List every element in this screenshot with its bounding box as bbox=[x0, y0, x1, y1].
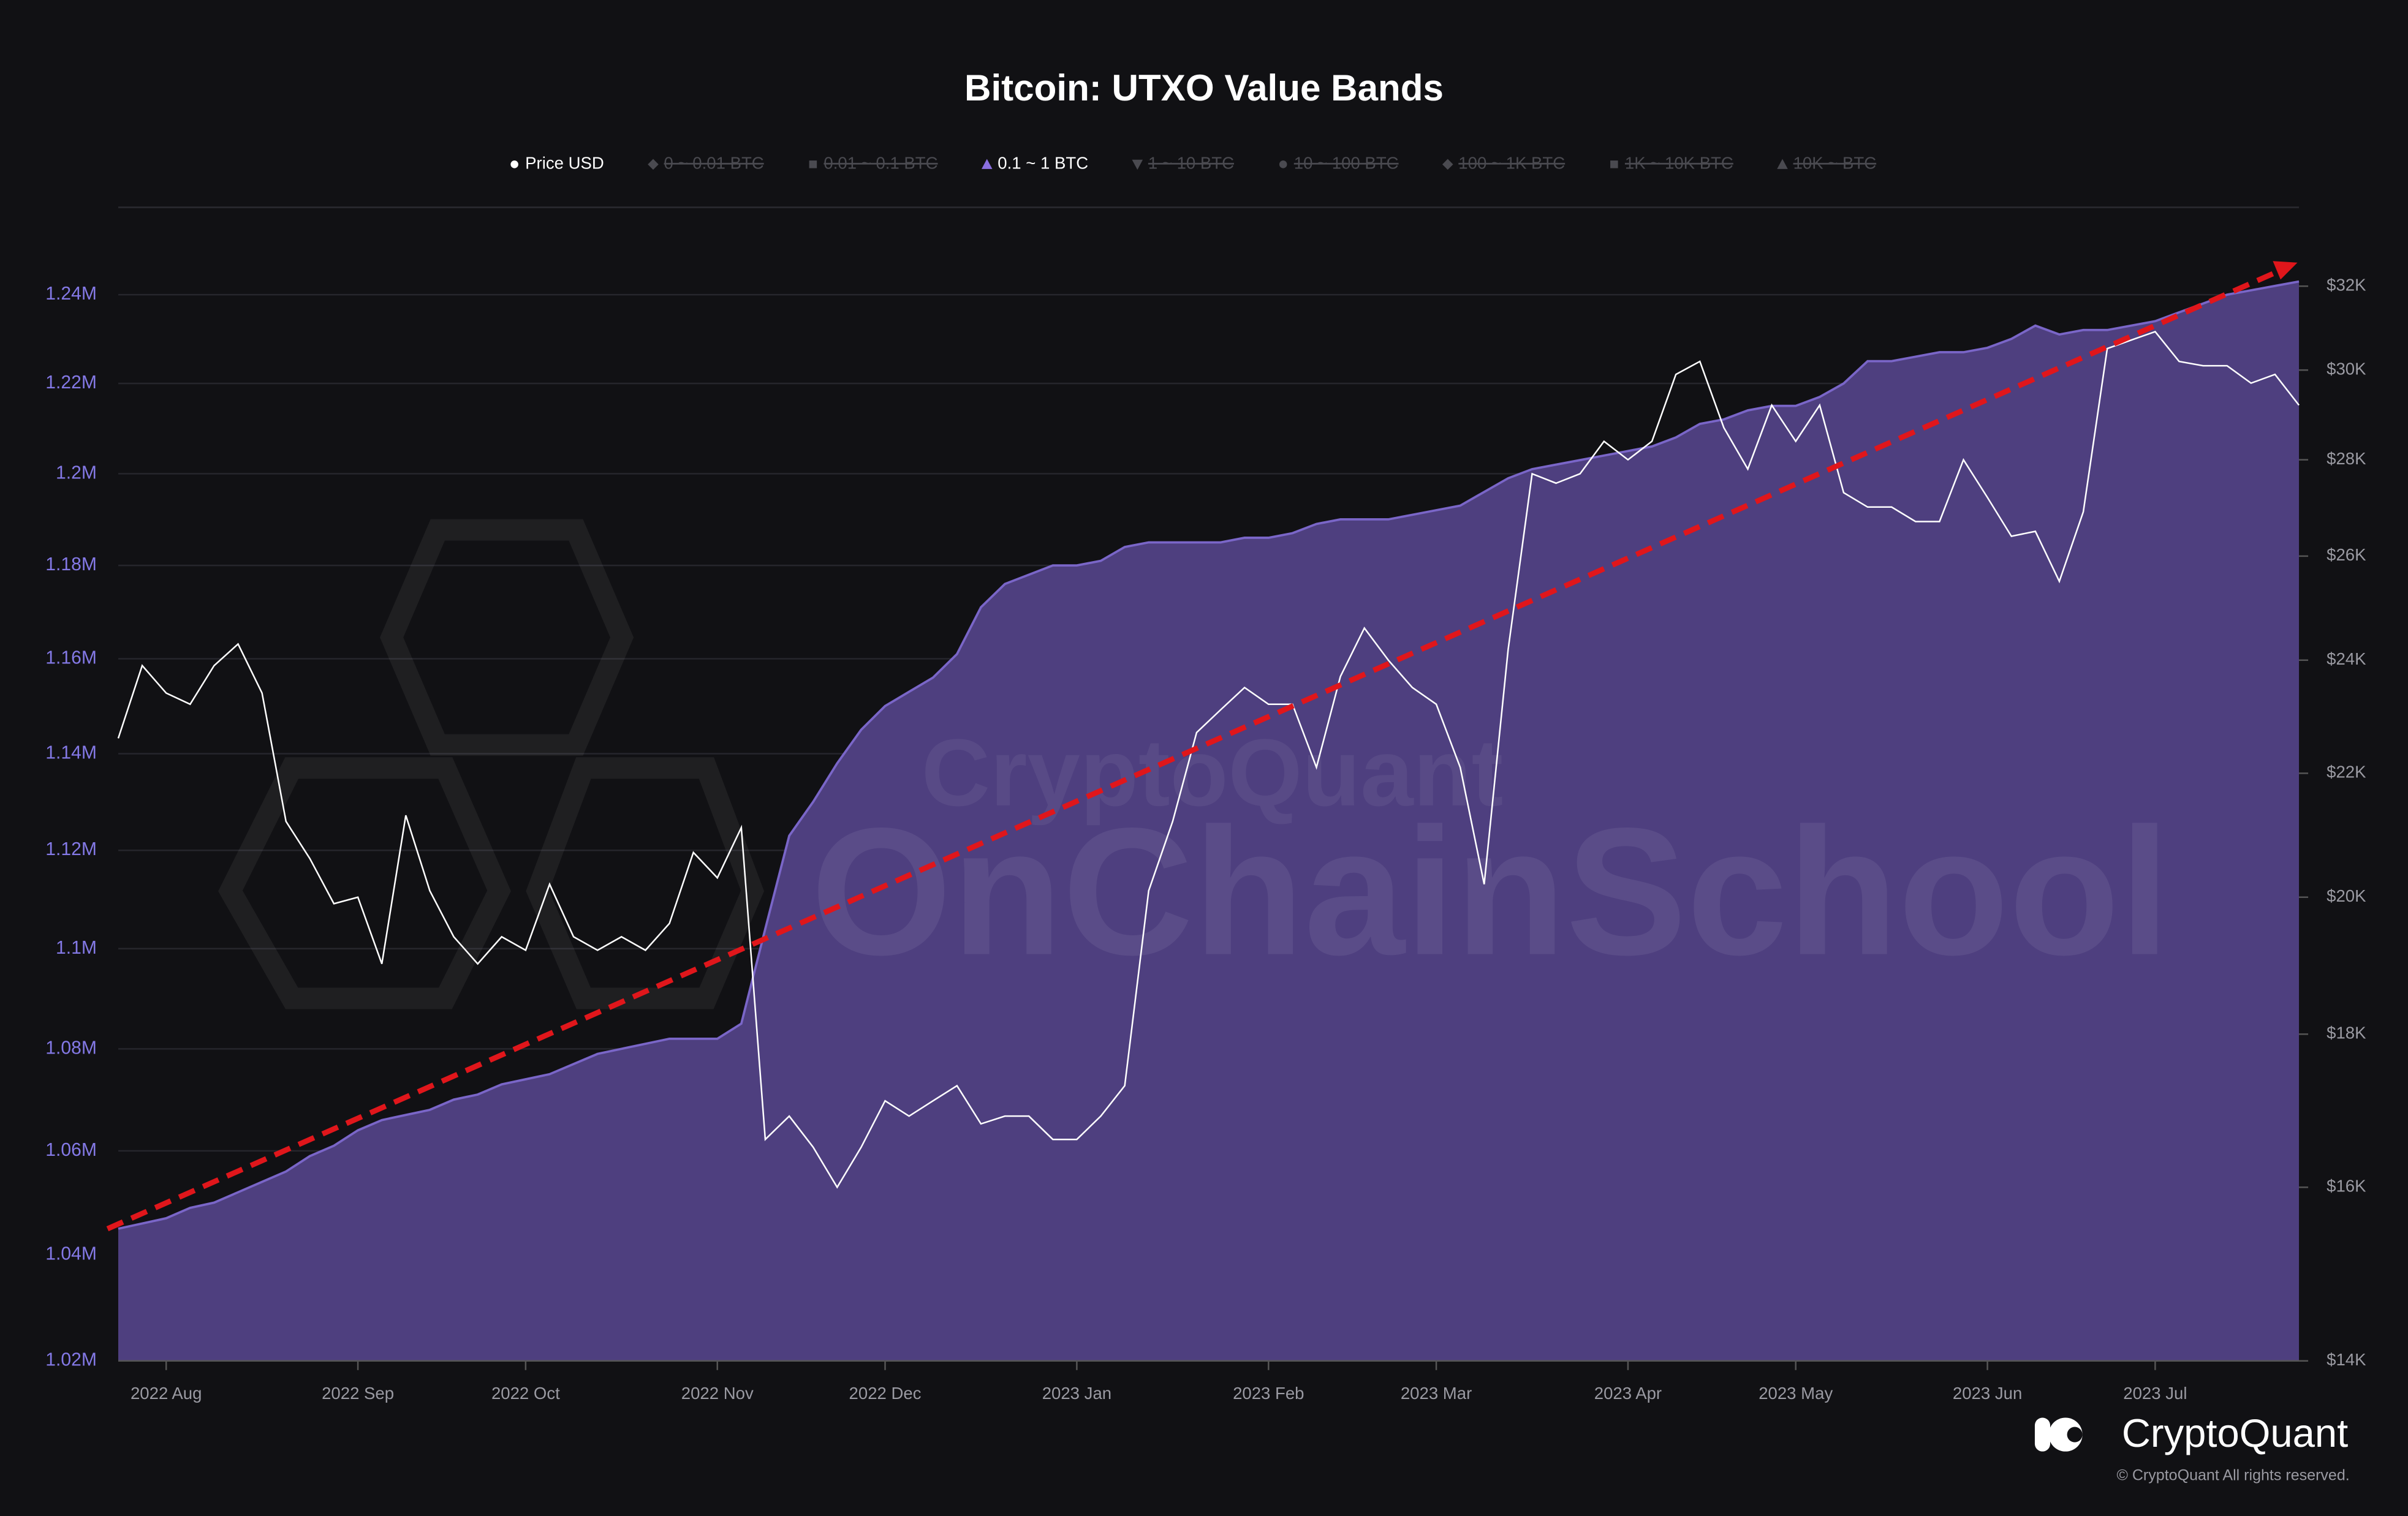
x-tick-label: 2023 Mar bbox=[1401, 1384, 1472, 1403]
x-tick-label: 2022 Oct bbox=[491, 1384, 560, 1403]
legend-marker bbox=[1610, 160, 1618, 168]
plot bbox=[117, 280, 2300, 1361]
y-tick-label: 1.18M bbox=[45, 554, 97, 575]
legend-marker bbox=[1442, 159, 1453, 170]
x-tick-label: 2023 Jun bbox=[1953, 1384, 2022, 1403]
x-tick-label: 2023 Apr bbox=[1594, 1384, 1662, 1403]
logo-icon bbox=[2034, 1417, 2051, 1452]
trend-line bbox=[106, 268, 2282, 1232]
legend-label: Price USD bbox=[525, 154, 604, 173]
legend-label: 100 ~ 1K BTC bbox=[1458, 154, 1565, 173]
x-tick-label: 2023 Jan bbox=[1042, 1384, 1111, 1403]
y-tick-label: 1.2M bbox=[56, 462, 97, 483]
area-edge bbox=[118, 280, 2300, 1230]
legend-label: 10 ~ 100 BTC bbox=[1294, 154, 1399, 173]
y2-tick-label: $20K bbox=[2327, 886, 2366, 905]
line bbox=[117, 330, 2300, 1189]
y-tick-label: 1.08M bbox=[45, 1038, 97, 1058]
y2-tick-label: $16K bbox=[2327, 1177, 2366, 1196]
y-tick-label: 1.04M bbox=[45, 1244, 97, 1264]
legend-label: 10K ~ BTC bbox=[1793, 154, 1877, 173]
arrow-head bbox=[2273, 261, 2298, 280]
legend-label: 0 ~ 0.01 BTC bbox=[664, 154, 764, 173]
brand-name: CryptoQuant bbox=[2122, 1411, 2348, 1455]
watermark-logo bbox=[218, 519, 765, 1009]
x-tick-label: 2023 Jul bbox=[2123, 1384, 2187, 1403]
x-tick-label: 2023 May bbox=[1759, 1384, 1833, 1403]
y-tick-label: 1.12M bbox=[45, 839, 97, 859]
legend-marker bbox=[510, 160, 518, 168]
watermark: CryptoQuant OnChainSchool bbox=[218, 519, 2170, 1009]
y-tick-label: 1.1M bbox=[56, 938, 97, 958]
legend-label: 1 ~ 10 BTC bbox=[1148, 154, 1234, 173]
legend-marker bbox=[1132, 159, 1143, 170]
brand-logo bbox=[2034, 1417, 2083, 1452]
area bbox=[118, 281, 2300, 1361]
watermark-text: CryptoQuant bbox=[922, 719, 1504, 826]
axes: 1.02M 1.04M 1.06M 1.08M 1.1M 1.12M 1.14M 1.16M 1… bbox=[45, 275, 2366, 1403]
legend-marker bbox=[1279, 160, 1287, 168]
y2-tick-label: $18K bbox=[2327, 1024, 2366, 1043]
y2-tick-label: $24K bbox=[2327, 649, 2366, 668]
x-tick-label: 2022 Dec bbox=[849, 1384, 922, 1403]
copyright: © CryptoQuant All rights reserved. bbox=[2116, 1466, 2349, 1484]
logo-icon bbox=[2067, 1427, 2083, 1442]
y-tick-label: 1.22M bbox=[45, 372, 97, 393]
x-tick-label: 2022 Nov bbox=[681, 1384, 754, 1403]
legend-marker bbox=[981, 159, 993, 169]
y-tick-label: 1.14M bbox=[45, 742, 97, 763]
watermark-text: OnChainSchool bbox=[811, 790, 2170, 993]
legend-label: 0.01 ~ 0.1 BTC bbox=[823, 154, 937, 173]
y2-tick-label: $30K bbox=[2327, 359, 2366, 378]
y2-tick-label: $14K bbox=[2327, 1350, 2366, 1369]
y2-tick-label: $22K bbox=[2327, 763, 2366, 782]
legend-marker bbox=[648, 159, 659, 170]
x-tick-label: 2023 Feb bbox=[1233, 1384, 1304, 1403]
y-tick-label: 1.02M bbox=[45, 1350, 97, 1370]
y2-tick-label: $28K bbox=[2327, 449, 2366, 468]
y-tick-label: 1.16M bbox=[45, 647, 97, 668]
legend-marker bbox=[809, 160, 817, 168]
x-tick-label: 2022 Sep bbox=[322, 1384, 394, 1403]
y2-tick-label: $32K bbox=[2327, 275, 2366, 294]
y-tick-label: 1.06M bbox=[45, 1140, 97, 1160]
x-tick-label: 2022 Aug bbox=[131, 1384, 202, 1403]
y2-tick-label: $26K bbox=[2327, 545, 2366, 564]
logo-icon bbox=[2048, 1417, 2083, 1452]
y-tick-label: 1.24M bbox=[45, 284, 97, 304]
legend-marker bbox=[1777, 159, 1788, 169]
legend-label: 0.1 ~ 1 BTC bbox=[998, 154, 1088, 173]
trend-arrow bbox=[106, 261, 2298, 1232]
legend: Price USD 0 ~ 0.01 BTC 0.01 ~ 0.1 BTC 0.1 ~… bbox=[510, 154, 1876, 173]
legend-label: 1K ~ 10K BTC bbox=[1625, 154, 1733, 173]
chart-title: Bitcoin: UTXO Value Bands bbox=[964, 67, 1444, 108]
